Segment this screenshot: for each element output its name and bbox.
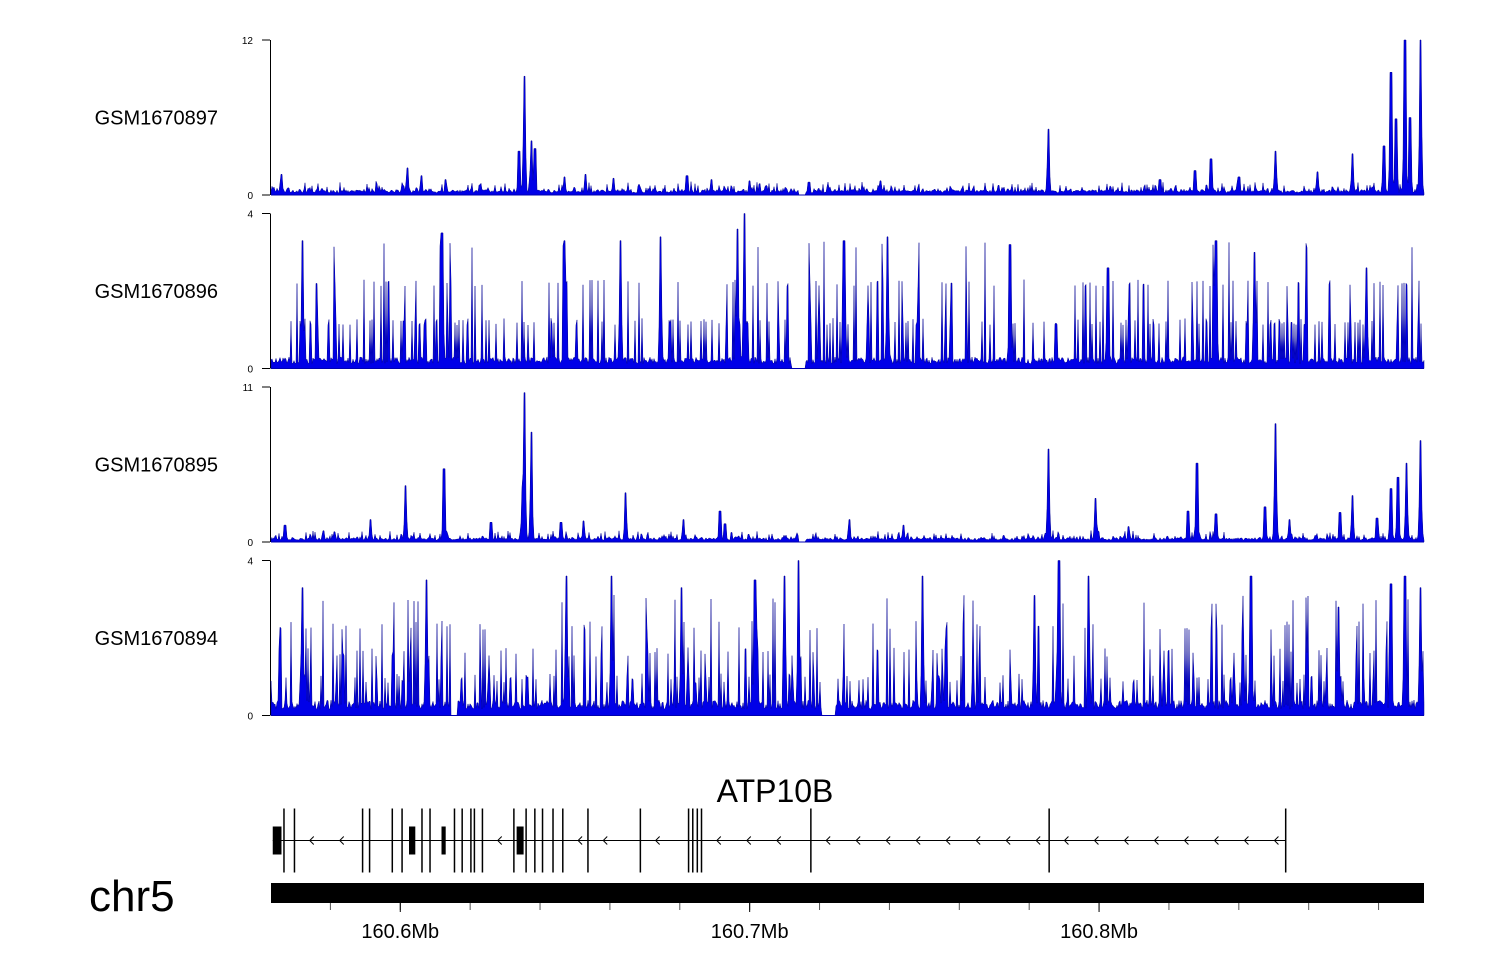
strand-arrow <box>1005 836 1011 845</box>
y-axis-min-label: 0 <box>247 712 253 723</box>
exon-32 <box>1284 808 1287 873</box>
exon-11 <box>441 826 446 855</box>
exon-15 <box>473 808 476 873</box>
signal-area <box>270 213 1425 369</box>
exon-25 <box>639 808 642 873</box>
track-name-label: GSM1670894 <box>95 628 218 650</box>
exon-17 <box>513 808 515 873</box>
strand-arrow <box>602 836 608 845</box>
exon-7 <box>401 808 403 873</box>
exon-26 <box>687 808 690 873</box>
chromosome-bar <box>271 883 1424 903</box>
strand-arrow <box>1035 836 1041 845</box>
exon-30 <box>810 808 812 873</box>
strand-arrow <box>776 836 782 845</box>
strand-arrow <box>746 836 752 845</box>
exon-10 <box>429 808 431 873</box>
strand-arrow <box>654 836 661 845</box>
track-name-label: GSM1670897 <box>95 108 218 130</box>
y-axis-min-label: 0 <box>247 191 253 202</box>
strand-arrow <box>1093 836 1099 845</box>
strand-arrow <box>716 836 722 845</box>
exon-4 <box>361 808 364 873</box>
exon-2 <box>283 808 285 873</box>
exon-18 <box>516 826 524 855</box>
exon-27 <box>692 808 694 873</box>
strand-arrow <box>1063 836 1069 845</box>
exon-19 <box>525 808 527 873</box>
track-name-label: GSM1670896 <box>95 281 218 303</box>
exon-3 <box>293 808 296 873</box>
track-gsm1670894: GSM1670894 4 0 <box>95 557 1425 723</box>
exon-29 <box>700 808 703 873</box>
strand-arrow <box>855 836 861 845</box>
signal-area <box>270 39 1425 196</box>
axis-tick-label: 160.7Mb <box>711 921 789 943</box>
strand-arrow <box>1273 836 1279 845</box>
strand-arrow <box>825 836 831 845</box>
strand-arrow <box>885 836 891 845</box>
chromosome-label: chr5 <box>89 872 175 921</box>
strand-arrow <box>945 836 951 845</box>
exon-22 <box>552 808 554 873</box>
exon-13 <box>461 808 463 873</box>
exon-31 <box>1048 808 1050 873</box>
exon-24 <box>587 808 589 873</box>
exon-20 <box>534 808 536 873</box>
track-gsm1670896: GSM1670896 4 0 <box>95 210 1425 376</box>
exon-5 <box>368 808 371 873</box>
strand-arrow <box>1183 836 1189 845</box>
strand-arrow <box>1243 836 1249 845</box>
exon-8 <box>409 826 416 855</box>
exon-16 <box>481 808 484 873</box>
exon-6 <box>391 808 394 873</box>
y-axis-max-label: 4 <box>247 210 253 221</box>
strand-arrow <box>1153 836 1159 845</box>
strand-arrow <box>915 836 921 845</box>
exon-14 <box>470 808 472 873</box>
exon-23 <box>562 808 564 873</box>
y-axis-max-label: 4 <box>247 557 253 568</box>
strand-arrow <box>577 836 583 845</box>
exon-12 <box>453 808 456 873</box>
chromosome-axis: chr5 160.6Mb 160.7Mb 160.8Mb <box>89 872 1424 943</box>
track-gsm1670895: GSM1670895 11 0 <box>95 383 1425 549</box>
exon-21 <box>541 808 544 873</box>
axis-tick-label: 160.6Mb <box>361 921 439 943</box>
y-axis-min-label: 0 <box>247 365 253 376</box>
track-gsm1670897: GSM1670897 12 0 <box>95 36 1425 202</box>
axis-tick-label: 160.8Mb <box>1060 921 1138 943</box>
exon-9 <box>421 808 423 873</box>
exon-28 <box>696 808 699 873</box>
signal-area <box>270 560 1425 716</box>
strand-arrow <box>1213 836 1219 845</box>
strand-arrow <box>975 836 981 845</box>
y-axis-min-label: 0 <box>247 538 253 549</box>
strand-arrow <box>339 836 345 845</box>
strand-arrow <box>309 836 315 845</box>
y-axis-max-label: 12 <box>242 36 254 47</box>
strand-arrow <box>1123 836 1129 845</box>
signal-tracks: GSM1670897120GSM167089640GSM1670895110GS… <box>95 36 1425 723</box>
gene-name-label: ATP10B <box>717 773 834 809</box>
gene-track: ATP10B <box>272 773 1287 873</box>
signal-area <box>270 392 1425 543</box>
strand-arrow <box>497 836 503 845</box>
y-axis-max-label: 11 <box>243 383 254 394</box>
exon-1 <box>272 826 282 855</box>
track-name-label: GSM1670895 <box>95 455 218 477</box>
